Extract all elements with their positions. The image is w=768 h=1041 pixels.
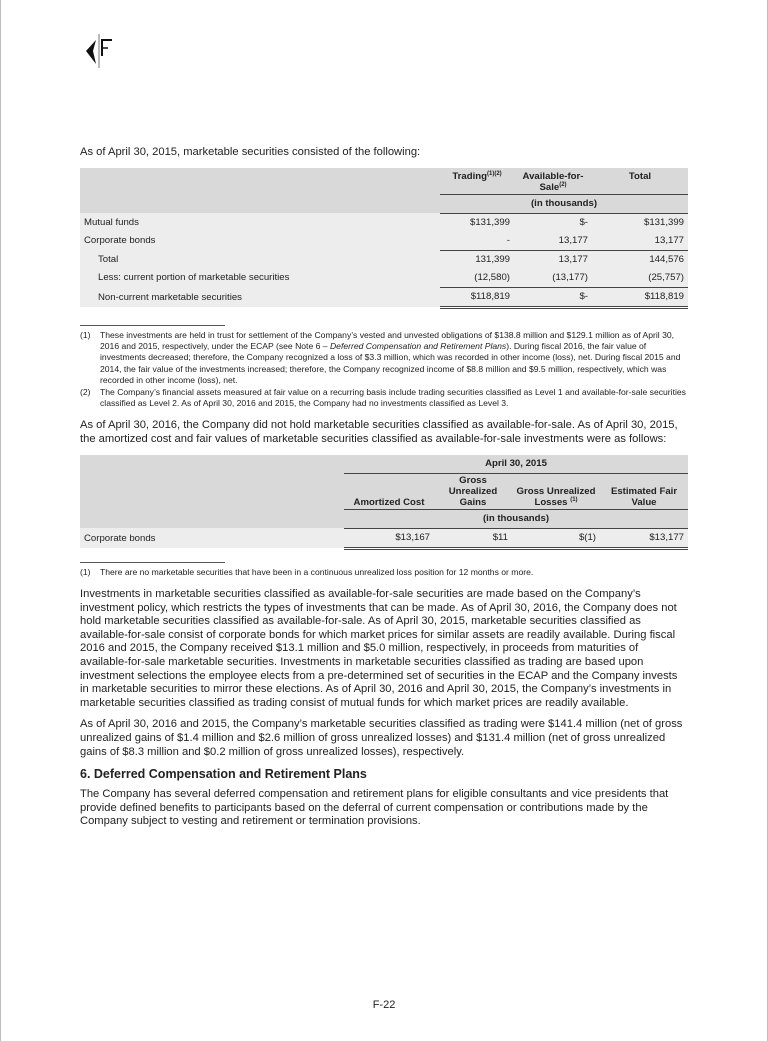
table1-headers-trading: Trading <box>452 170 487 182</box>
page-content: As of April 30, 2015, marketable securit… <box>80 34 688 1011</box>
footnotes1-0-post: ). During fiscal 2016, the fair value of… <box>100 341 681 386</box>
table1-rows-2-trading: 131,399 <box>440 249 514 269</box>
intro-text: As of April 30, 2015, marketable securit… <box>80 146 421 158</box>
table1-headers-afs_sup: (2) <box>559 181 567 188</box>
available-for-sale-table: April 30, 2015 Amortized Cost Gross Unre… <box>80 454 688 550</box>
table1-rows-2-afs: 13,177 <box>514 249 592 269</box>
table2-headers-cost: Amortized Cost <box>344 473 434 510</box>
table2-headers-losses_sup: (1) <box>570 496 578 503</box>
table2-rows-0-losses: $(1) <box>512 528 600 550</box>
table1-rows-2-label: Total <box>80 250 440 269</box>
table1-rows-1-afs: 13,177 <box>514 231 592 251</box>
table1-headers-afs: Available-for-Sale <box>522 170 584 193</box>
table2-rows-0-label: Corporate bonds <box>80 528 344 549</box>
table1-rows-3-afs: (13,177) <box>514 268 592 288</box>
footnotes2-0-num: (1) <box>80 566 91 577</box>
footnotes2-0-text: There are no marketable securities that … <box>100 566 534 577</box>
table-row: Total 131,399 13,177 144,576 <box>80 249 688 269</box>
table2-headers-units: (in thousands) <box>344 509 688 529</box>
footnote: (1) These investments are held in trust f… <box>80 330 688 387</box>
table2-headers-gains: Gross Unrealized Gains <box>434 473 512 510</box>
table-row: Corporate bonds $13,167 $11 $(1) $13,177 <box>80 528 688 550</box>
table1-rows-0-trading: $131,399 <box>440 213 514 232</box>
table1-rows-3-total: (25,757) <box>592 268 688 288</box>
table2-period: April 30, 2015 <box>344 454 688 474</box>
table1-headers-units: (in thousands) <box>440 194 688 214</box>
footnote: (1) There are no marketable securities th… <box>80 567 688 578</box>
section-heading: 6. Deferred Compensation and Retirement … <box>80 767 367 782</box>
table1-rows-0-total: $131,399 <box>592 213 688 232</box>
footnote-text: These investments are held in trust for … <box>100 330 688 387</box>
table-row: Non-current marketable securities $118,81… <box>80 286 688 309</box>
paragraph: The Company has several deferred compens… <box>80 788 669 828</box>
table1-rows-1-label: Corporate bonds <box>80 231 440 251</box>
footnotes: (1) These investments are held in trust f… <box>80 330 688 410</box>
table1-rows-4-trading: $118,819 <box>440 286 514 309</box>
table1-rows-4-label: Non-current marketable securities <box>80 287 440 308</box>
footnote-rule <box>80 561 225 563</box>
footnotes1-1-pre: The Company’s financial assets measured … <box>100 386 686 409</box>
table1-headers-total: Total <box>628 170 652 182</box>
table1-rows-3-trading: (12,580) <box>440 268 514 288</box>
table2-headers-losses: Gross Unrealized Losses <box>516 485 596 508</box>
page-number: F-22 <box>372 998 396 1011</box>
footnotes1-0-pre: These investments are held in trust for … <box>100 329 675 351</box>
paragraph: As of April 30, 2016 and 2015, the Compa… <box>80 718 683 758</box>
table2-rows-0-cost: $13,167 <box>344 528 434 550</box>
table1-headers-trading_sup: (1)(2) <box>486 170 502 177</box>
footnote-rule <box>80 324 225 326</box>
table1-rows-0-afs: $- <box>514 213 592 232</box>
table-row: Corporate bonds -13,177 13,177 <box>80 231 688 251</box>
table-row: Mutual funds $131,399 $- $131,399 <box>80 213 688 232</box>
paragraph: Investments in marketable securities cla… <box>80 588 678 709</box>
table1-rows-4-total: $118,819 <box>592 286 688 309</box>
footnotes1-0-num: (1) <box>80 329 91 340</box>
footnotes1-1-num: (2) <box>80 386 91 397</box>
table1-rows-3-label: Less: current portion of marketable secu… <box>80 268 440 288</box>
footnotes1-0-italic: Deferred Compensation and Retirement Pla… <box>329 341 507 351</box>
marketable-securities-table: Trading(1)(2) Available-for-Sale(2) Tota… <box>80 167 688 309</box>
table-row: Less: current portion of marketable secu… <box>80 268 688 288</box>
footnotes-2: (1) There are no marketable securities th… <box>80 567 688 578</box>
table2-rows-0-fair: $13,177 <box>600 528 688 550</box>
table1-rows-4-afs: $- <box>514 286 592 309</box>
table1-rows-1-trading: - <box>440 231 514 251</box>
intro-text-2: As of April 30, 2016, the Company did no… <box>80 419 678 446</box>
footnote: (2) The Company’s financial assets measur… <box>80 387 688 410</box>
table1-rows-0-label: Mutual funds <box>80 213 440 232</box>
table2-headers-fair: Estimated Fair Value <box>600 473 688 510</box>
table2-rows-0-gains: $11 <box>434 528 512 550</box>
logo <box>84 34 688 68</box>
table1-rows-1-total: 13,177 <box>592 231 688 251</box>
table1-rows-2-total: 144,576 <box>592 249 688 269</box>
